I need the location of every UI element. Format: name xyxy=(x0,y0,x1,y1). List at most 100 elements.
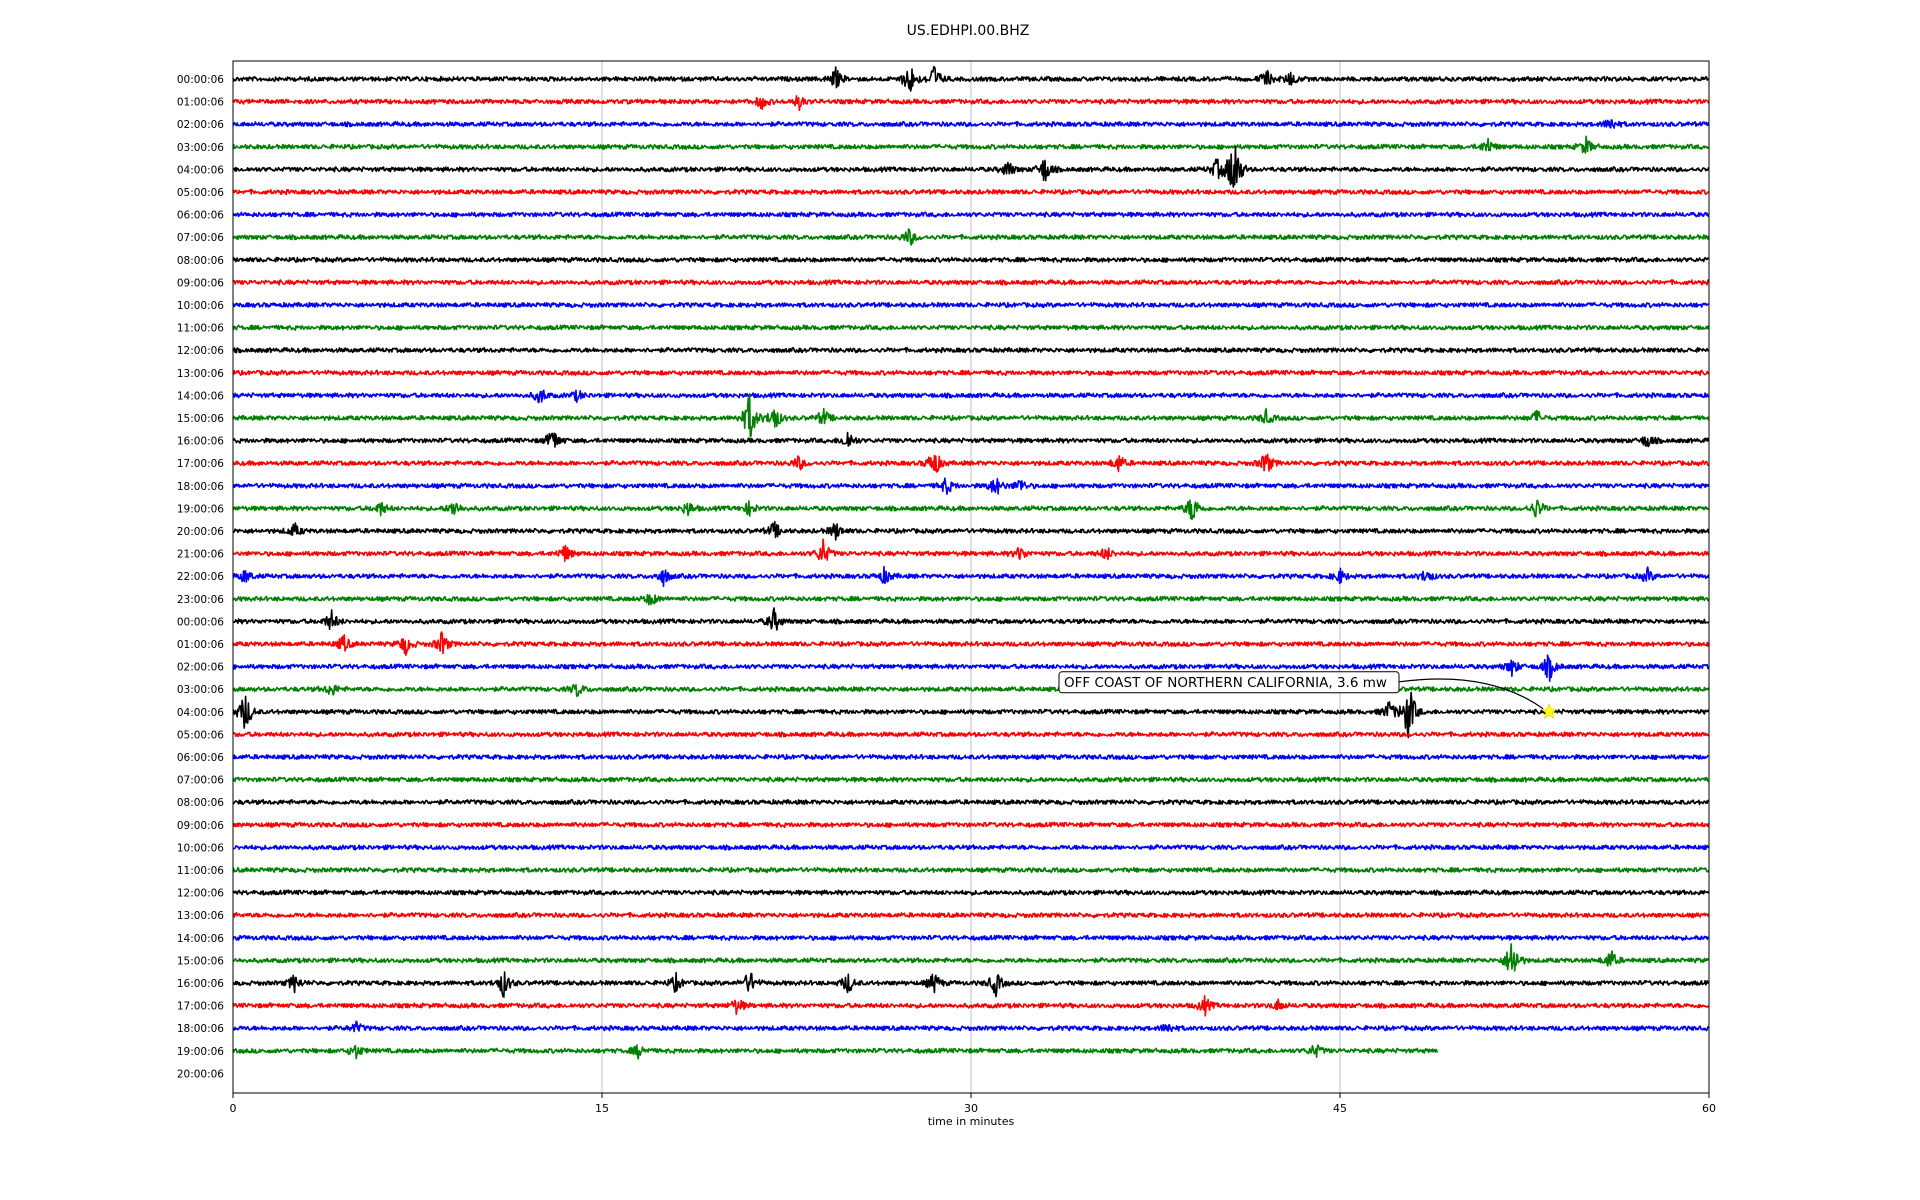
trace-row-0 xyxy=(232,66,1710,92)
trace-row-8 xyxy=(232,256,1710,264)
row-label-43: 19:00:06 xyxy=(177,1046,224,1058)
trace-row-37 xyxy=(232,911,1710,919)
row-label-1: 01:00:06 xyxy=(177,97,224,109)
row-label-4: 04:00:06 xyxy=(177,164,224,176)
row-label-6: 06:00:06 xyxy=(177,210,224,222)
row-label-13: 13:00:06 xyxy=(177,368,224,380)
trace-row-38 xyxy=(232,934,1710,942)
row-label-38: 14:00:06 xyxy=(177,933,224,945)
row-label-12: 12:00:06 xyxy=(177,345,224,357)
trace-row-43 xyxy=(232,1044,1439,1060)
trace-row-20 xyxy=(232,520,1710,541)
seismogram-traces xyxy=(232,66,1710,1060)
trace-row-9 xyxy=(232,279,1710,286)
trace-row-6 xyxy=(232,211,1710,218)
trace-row-21 xyxy=(232,538,1710,562)
trace-row-5 xyxy=(232,188,1710,196)
trace-row-10 xyxy=(232,301,1709,309)
row-label-42: 18:00:06 xyxy=(177,1023,224,1035)
chart-title: US.EDHPI.00.BHZ xyxy=(907,23,1030,39)
row-label-14: 14:00:06 xyxy=(177,390,224,402)
row-label-2: 02:00:06 xyxy=(177,119,224,131)
trace-row-26 xyxy=(232,654,1710,682)
x-axis-label: time in minutes xyxy=(928,1115,1015,1128)
row-label-31: 07:00:06 xyxy=(177,775,224,787)
row-label-10: 10:00:06 xyxy=(177,300,224,312)
trace-row-4 xyxy=(232,145,1710,188)
row-label-0: 00:00:06 xyxy=(177,74,224,86)
trace-row-42 xyxy=(232,1020,1709,1033)
trace-row-27 xyxy=(232,684,1710,697)
trace-row-11 xyxy=(232,324,1710,331)
row-label-25: 01:00:06 xyxy=(177,639,224,651)
row-label-21: 21:00:06 xyxy=(177,549,224,561)
trace-row-1 xyxy=(232,95,1710,111)
x-axis-ticks: 0 15 30 45 60 xyxy=(230,1093,1716,1115)
row-label-8: 08:00:06 xyxy=(177,255,224,267)
event-annotation: OFF COAST OF NORTHERN CALIFORNIA, 3.6 mw xyxy=(1058,671,1558,719)
trace-row-39 xyxy=(232,943,1710,972)
row-label-15: 15:00:06 xyxy=(177,413,224,425)
row-label-7: 07:00:06 xyxy=(177,232,224,244)
row-label-32: 08:00:06 xyxy=(177,797,224,809)
trace-row-40 xyxy=(232,971,1710,998)
row-label-20: 20:00:06 xyxy=(177,526,224,538)
row-label-26: 02:00:06 xyxy=(177,662,224,674)
row-label-9: 09:00:06 xyxy=(177,277,224,289)
x-tick-label-4: 60 xyxy=(1702,1102,1716,1115)
trace-row-32 xyxy=(232,798,1709,806)
row-label-23: 23:00:06 xyxy=(177,594,224,606)
row-label-44: 20:00:06 xyxy=(177,1068,224,1080)
row-label-39: 15:00:06 xyxy=(177,955,224,967)
row-label-27: 03:00:06 xyxy=(177,684,224,696)
trace-row-14 xyxy=(232,389,1710,404)
row-label-29: 05:00:06 xyxy=(177,729,224,741)
row-label-3: 03:00:06 xyxy=(177,142,224,154)
x-tick-label-0: 0 xyxy=(230,1102,237,1115)
trace-row-17 xyxy=(232,453,1709,473)
row-label-30: 06:00:06 xyxy=(177,752,224,764)
trace-row-23 xyxy=(232,594,1710,606)
trace-row-34 xyxy=(232,844,1710,851)
annotation-text: OFF COAST OF NORTHERN CALIFORNIA, 3.6 mw xyxy=(1064,675,1387,691)
row-label-28: 04:00:06 xyxy=(177,707,224,719)
trace-row-3 xyxy=(232,135,1710,154)
trace-row-24 xyxy=(232,607,1710,631)
trace-row-22 xyxy=(232,565,1710,587)
annotation-arrow xyxy=(1398,678,1544,710)
event-star-marker xyxy=(1540,702,1558,719)
row-label-40: 16:00:06 xyxy=(177,978,224,990)
row-label-34: 10:00:06 xyxy=(177,842,224,854)
trace-row-19 xyxy=(232,499,1709,521)
row-time-labels: 00:00:06 01:00:06 02:00:06 03:00:06 04:00:06… xyxy=(177,74,224,1080)
row-label-35: 11:00:06 xyxy=(177,865,224,877)
row-label-11: 11:00:06 xyxy=(177,323,224,335)
row-label-22: 22:00:06 xyxy=(177,571,224,583)
row-label-16: 16:00:06 xyxy=(177,436,224,448)
trace-row-16 xyxy=(232,431,1710,448)
trace-row-15 xyxy=(232,393,1710,438)
trace-row-2 xyxy=(232,119,1710,129)
row-label-5: 05:00:06 xyxy=(177,187,224,199)
row-label-17: 17:00:06 xyxy=(177,458,224,470)
trace-row-28 xyxy=(232,691,1710,739)
trace-row-31 xyxy=(232,776,1709,783)
row-label-37: 13:00:06 xyxy=(177,910,224,922)
trace-row-25 xyxy=(232,631,1710,656)
trace-row-33 xyxy=(232,821,1710,829)
trace-row-7 xyxy=(232,228,1710,246)
row-label-33: 09:00:06 xyxy=(177,820,224,832)
row-label-24: 00:00:06 xyxy=(177,616,224,628)
x-tick-label-2: 30 xyxy=(964,1102,978,1115)
trace-row-18 xyxy=(232,477,1710,495)
annotation-box xyxy=(1058,671,1400,694)
row-label-18: 18:00:06 xyxy=(177,481,224,493)
trace-row-13 xyxy=(232,369,1709,377)
trace-row-12 xyxy=(232,346,1710,354)
row-label-19: 19:00:06 xyxy=(177,503,224,515)
trace-row-41 xyxy=(232,994,1710,1017)
trace-row-30 xyxy=(232,753,1709,761)
trace-row-36 xyxy=(232,889,1710,896)
trace-row-29 xyxy=(232,731,1710,738)
